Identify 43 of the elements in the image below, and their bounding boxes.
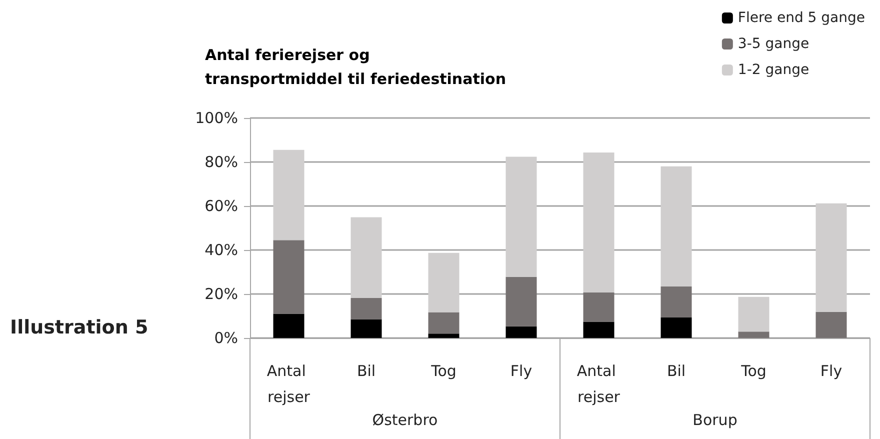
bar (583, 292, 614, 322)
bar (738, 332, 770, 338)
bar (428, 312, 460, 334)
legend-label: 1-2 gange (738, 62, 810, 78)
bar (816, 312, 847, 338)
y-tick-label: 20% (204, 285, 238, 303)
legend-label: Flere end 5 gange (738, 10, 866, 26)
bar (660, 318, 692, 338)
bar (583, 152, 614, 292)
bar (273, 150, 304, 240)
y-tick-label: 80% (204, 153, 238, 171)
bar (660, 286, 692, 318)
text: Østerbro (372, 411, 438, 429)
bar (816, 203, 847, 312)
bar (273, 314, 304, 338)
y-tick-label: 0% (214, 329, 238, 347)
bar (350, 298, 382, 320)
x-tick-label: Antal rejser (576, 362, 621, 406)
bar (428, 334, 460, 338)
chart-title: Antal ferierejser og transportmiddel til feriedestination (205, 46, 506, 88)
x-tick-label: Fly (820, 362, 842, 380)
text: Borup (692, 411, 738, 429)
bar (506, 156, 537, 277)
x-tick-label: Tog (740, 362, 766, 380)
bar (506, 326, 537, 338)
x-tick-label: Bil (356, 362, 376, 380)
x-tick-label: Tog (430, 362, 456, 380)
bar (273, 240, 304, 314)
y-tick-label: 40% (204, 241, 238, 259)
bar (583, 322, 614, 338)
legend-label: 3-5 gange (738, 36, 810, 52)
bar (350, 217, 382, 298)
x-tick-label: Bil (666, 362, 686, 380)
bar (350, 319, 382, 338)
text: Illustration 5 (10, 316, 148, 338)
x-tick-label: Antal rejser (266, 362, 311, 406)
bar (660, 166, 692, 287)
bar (428, 252, 460, 312)
y-tick-label: 60% (204, 197, 238, 215)
bar (506, 276, 537, 326)
y-tick-label: 100% (195, 109, 238, 127)
x-tick-label: Fly (510, 362, 532, 380)
bar (738, 296, 770, 332)
